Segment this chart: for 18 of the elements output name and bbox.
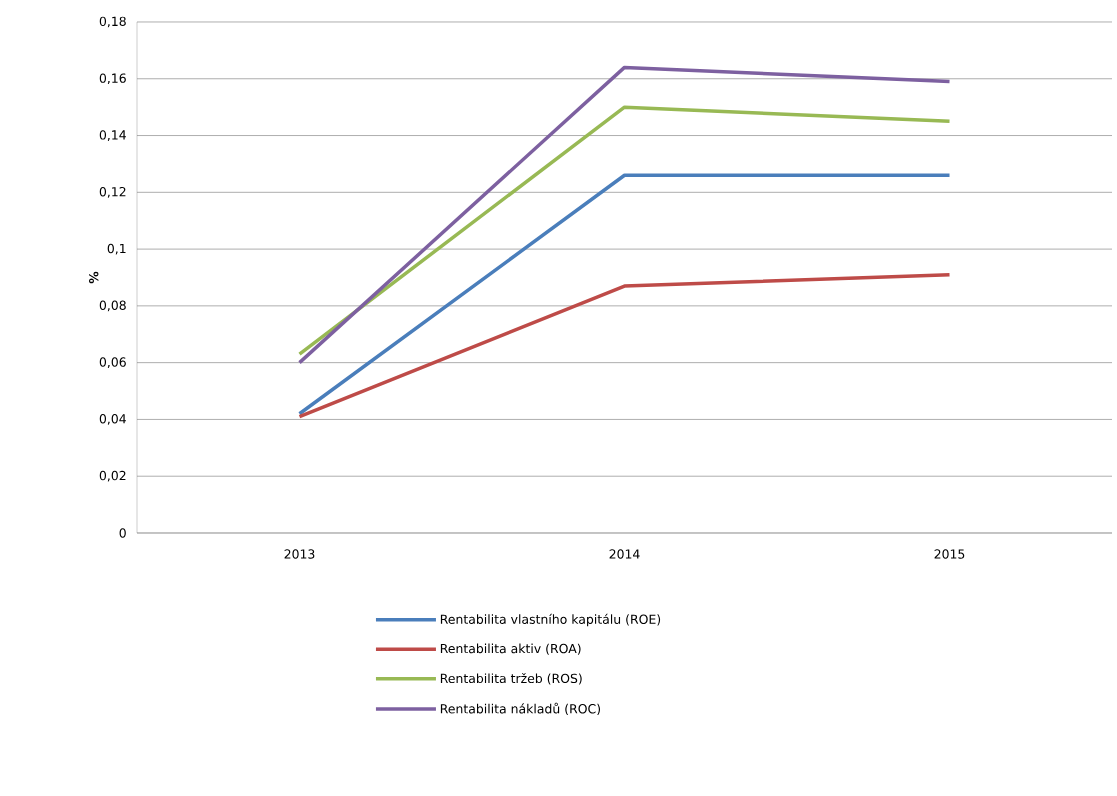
y-tick-label: 0,18 bbox=[99, 16, 126, 28]
x-tick-label: 2015 bbox=[934, 549, 965, 559]
x-tick-label: 2013 bbox=[284, 549, 315, 559]
y-tick-label: 0,08 bbox=[99, 300, 126, 312]
legend-label: Rentabilita tržeb (ROS) bbox=[440, 672, 582, 685]
legend-label: Rentabilita aktiv (ROA) bbox=[440, 643, 581, 655]
y-tick-label: 0,12 bbox=[99, 186, 126, 198]
y-tick-label: 0,1 bbox=[107, 243, 126, 255]
y-tick-label: 0,04 bbox=[99, 414, 126, 425]
y-tick-label: 0,16 bbox=[99, 73, 126, 85]
y-tick-label: 0,02 bbox=[99, 470, 126, 482]
y-tick-label: 0,14 bbox=[99, 130, 126, 141]
y-tick-label: 0,06 bbox=[99, 357, 126, 368]
y-tick-label: 0 bbox=[119, 528, 126, 538]
y-axis-title: % bbox=[89, 271, 99, 284]
legend-label: Rentabilita vlastního kapitálu (ROE) bbox=[440, 613, 661, 627]
legend-label: Rentabilita nákladů (ROC) bbox=[440, 702, 600, 715]
x-tick-label: 2014 bbox=[609, 549, 640, 559]
